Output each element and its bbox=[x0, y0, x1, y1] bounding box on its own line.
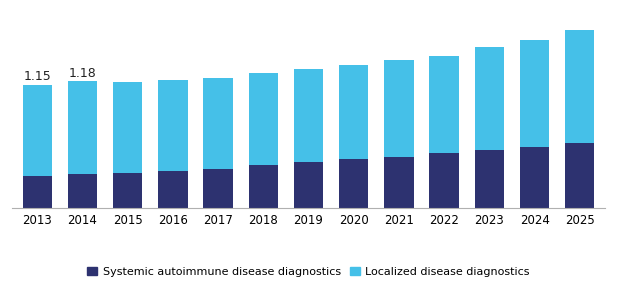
Bar bbox=[158, 80, 188, 171]
Bar bbox=[429, 153, 459, 208]
Bar bbox=[294, 162, 323, 208]
Bar bbox=[113, 173, 143, 208]
Bar bbox=[113, 82, 143, 173]
Bar bbox=[339, 65, 368, 159]
Bar bbox=[249, 165, 278, 208]
Text: 1.15: 1.15 bbox=[23, 70, 51, 83]
Bar bbox=[22, 85, 52, 176]
Bar bbox=[520, 40, 549, 147]
Bar bbox=[22, 176, 52, 208]
Text: 1.18: 1.18 bbox=[68, 67, 96, 80]
Legend: Systemic autoimmune disease diagnostics, Localized disease diagnostics: Systemic autoimmune disease diagnostics,… bbox=[83, 262, 534, 281]
Bar bbox=[339, 159, 368, 208]
Bar bbox=[294, 68, 323, 162]
Bar bbox=[158, 171, 188, 208]
Bar bbox=[204, 78, 233, 169]
Bar bbox=[204, 169, 233, 208]
Bar bbox=[520, 147, 549, 208]
Bar bbox=[565, 142, 595, 208]
Bar bbox=[429, 56, 459, 153]
Bar bbox=[474, 47, 504, 150]
Bar bbox=[565, 30, 595, 142]
Bar bbox=[68, 81, 97, 174]
Bar bbox=[384, 60, 413, 157]
Bar bbox=[249, 73, 278, 165]
Bar bbox=[384, 157, 413, 208]
Bar bbox=[68, 174, 97, 208]
Bar bbox=[474, 150, 504, 208]
